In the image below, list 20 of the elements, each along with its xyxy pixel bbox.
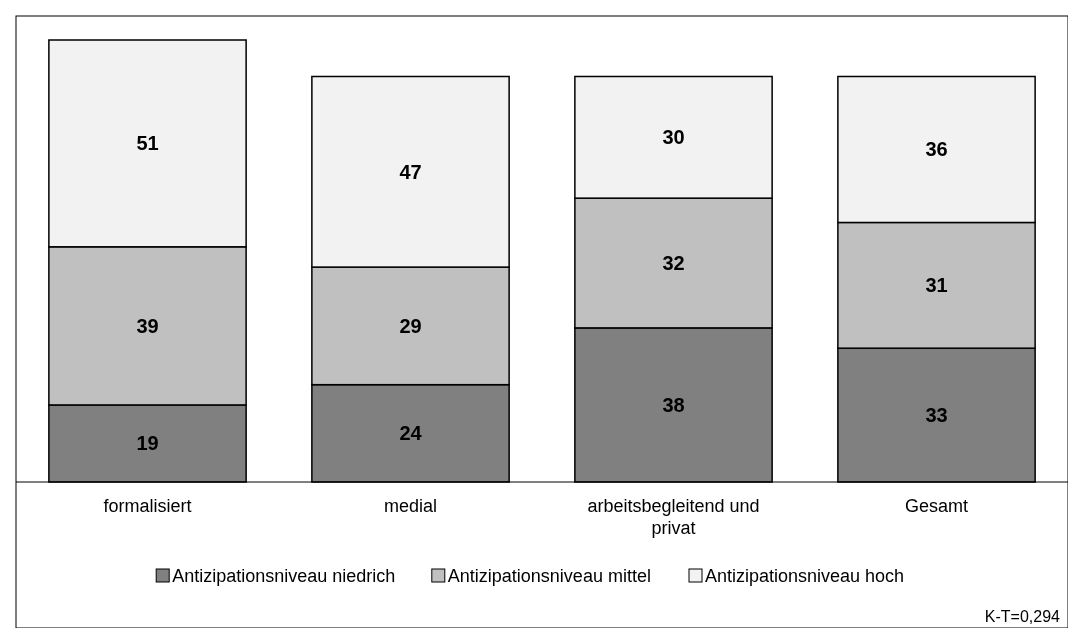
x-tick-label: medial: [383, 496, 438, 516]
data-label: 32: [662, 252, 685, 275]
data-label: 31: [925, 274, 948, 297]
x-tick-label: Gesamt: [904, 496, 969, 516]
data-label: 19: [136, 432, 159, 455]
data-label: 51: [136, 132, 159, 155]
data-label: 24: [399, 422, 423, 445]
data-label: 38: [662, 393, 685, 416]
data-label: 36: [925, 138, 948, 161]
legend-label: Antizipationsniveau hoch: [705, 566, 905, 587]
x-tick-label: arbeitsbegleitend und privat: [587, 496, 760, 538]
x-tick-label: formalisiert: [103, 496, 192, 516]
data-label: 30: [662, 126, 685, 149]
legend-label: Antizipationsniveau niedrich: [172, 566, 396, 587]
legend-label: Antizipationsniveau mittel: [447, 566, 651, 587]
text: K-T=0,294: [984, 608, 1061, 625]
data-label: 39: [136, 314, 159, 337]
data-label: 47: [399, 160, 422, 183]
data-label: 33: [925, 404, 948, 427]
data-label: 29: [399, 314, 422, 337]
